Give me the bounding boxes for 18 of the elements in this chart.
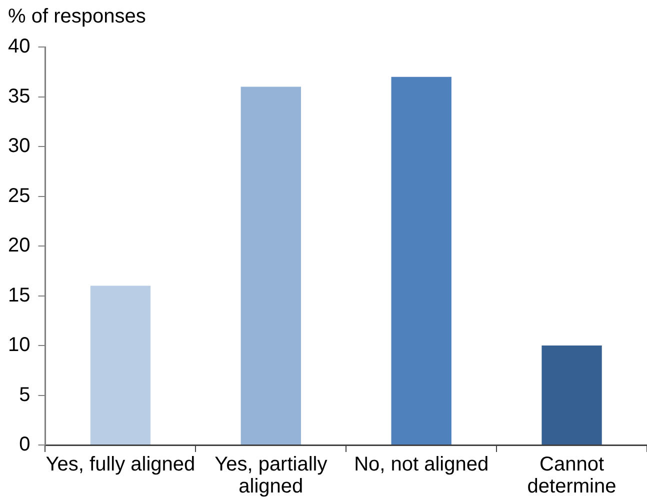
y-tick-label: 25 [8,184,30,207]
y-tick-label: 10 [8,334,30,356]
y-tick-label: 15 [8,284,30,306]
x-tick-label: Cannot determine [527,454,616,498]
y-tick-label: 30 [8,135,30,158]
y-tick-label: 5 [19,384,30,406]
x-tick-label: No, not aligned [354,454,489,476]
x-tick-label: Yes, fully aligned [46,454,196,476]
y-tick-label: 0 [19,434,30,456]
y-tick-label: 20 [8,234,30,257]
bar [90,286,151,444]
y-tick-label: 35 [8,85,30,108]
x-tick-label: Yes, partially aligned [214,454,328,498]
y-tick-label: 40 [8,36,30,58]
bar [240,86,301,444]
bar [391,76,452,444]
bar [542,346,602,444]
y-axis-title: % of responses [8,6,146,28]
